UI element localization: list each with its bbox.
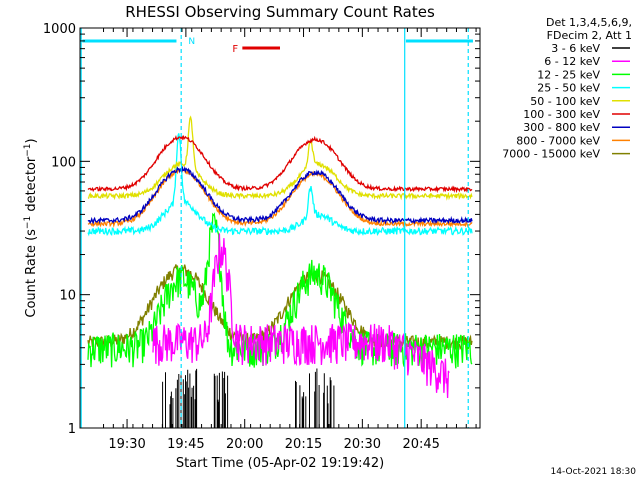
axes: 1 10 100 1000 19:30 19:45 20:00 20:15 20:30 20:45 bbox=[43, 22, 481, 452]
data-layer: NF bbox=[80, 28, 473, 428]
series-7-group bbox=[87, 167, 473, 229]
x-tick-label: 19:30 bbox=[108, 437, 145, 452]
legend-header-line-2: FDecim 2, Att 1 bbox=[547, 29, 632, 42]
x-tick-label: 20:45 bbox=[402, 437, 439, 452]
legend-label-8: 7000 - 15000 keV bbox=[502, 148, 600, 161]
series-0-group bbox=[162, 368, 335, 428]
y-tick-label: 10 bbox=[59, 289, 76, 304]
y-tick-label: 1 bbox=[68, 422, 76, 437]
series-4-group bbox=[87, 115, 473, 201]
annotation-n-label: N bbox=[188, 37, 195, 47]
series-6-group bbox=[87, 165, 473, 225]
series-line-3 bbox=[87, 133, 473, 237]
series-line-5 bbox=[87, 135, 473, 194]
y-axis-label: Count Rate (s−1 detector−1) bbox=[23, 138, 39, 317]
y-tick-label: 1000 bbox=[43, 22, 76, 37]
legend-label-3: 25 - 50 keV bbox=[537, 82, 600, 95]
series-line-2 bbox=[87, 212, 473, 369]
legend: Det 1,3,4,5,6,9, FDecim 2, Att 1 3 - 6 k… bbox=[502, 16, 632, 161]
series-2-group bbox=[87, 212, 473, 369]
legend-label-7: 800 - 7000 keV bbox=[516, 134, 600, 147]
series-line-4 bbox=[87, 115, 473, 201]
x-tick-label: 20:00 bbox=[226, 437, 263, 452]
legend-label-5: 100 - 300 keV bbox=[523, 108, 600, 121]
series-1-group bbox=[152, 233, 450, 399]
footer-date: 14-Oct-2021 18:30 bbox=[551, 467, 637, 477]
annotation-f-label: F bbox=[232, 44, 238, 55]
x-tick-label: 20:15 bbox=[285, 437, 322, 452]
legend-label-1: 6 - 12 keV bbox=[544, 55, 600, 68]
series-3-group bbox=[87, 133, 473, 237]
legend-header-line-1: Det 1,3,4,5,6,9, bbox=[546, 16, 632, 29]
series-line-7 bbox=[87, 167, 473, 229]
chart-title: RHESSI Observing Summary Count Rates bbox=[125, 3, 435, 21]
series-line-1 bbox=[152, 233, 450, 399]
y-axis-label-sup2: −1 bbox=[23, 143, 33, 156]
x-axis-label: Start Time (05-Apr-02 19:19:42) bbox=[176, 456, 384, 471]
series-line-6 bbox=[87, 165, 473, 225]
legend-label-0: 3 - 6 keV bbox=[551, 42, 600, 55]
legend-label-2: 12 - 25 keV bbox=[537, 68, 600, 81]
series-5-group bbox=[87, 135, 473, 194]
legend-label-6: 300 - 800 keV bbox=[523, 121, 600, 134]
y-tick-label: 100 bbox=[51, 155, 76, 170]
series-line-0 bbox=[162, 368, 335, 428]
x-tick-label: 19:45 bbox=[167, 437, 204, 452]
x-tick-label: 20:30 bbox=[344, 437, 381, 452]
legend-label-4: 50 - 100 keV bbox=[530, 95, 600, 108]
y-axis-label-sup1: −1 bbox=[23, 216, 33, 229]
